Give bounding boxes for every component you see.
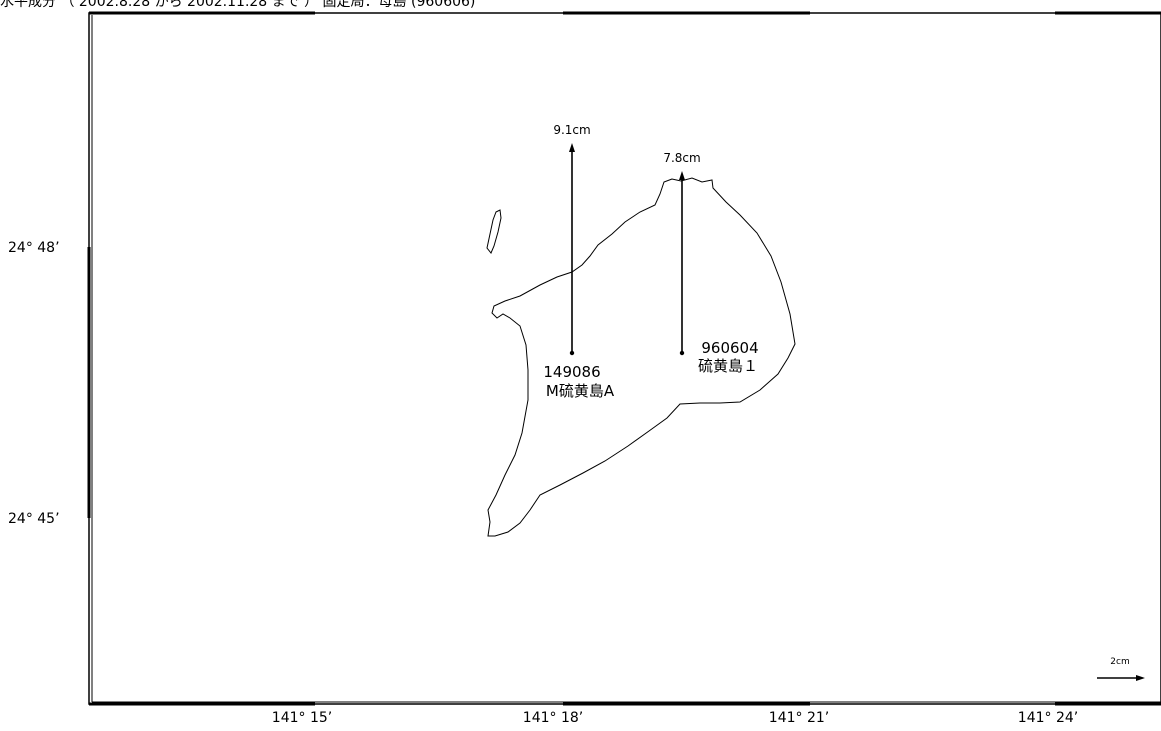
islet-outline [486, 209, 502, 254]
scale-label: 2cm [1110, 657, 1129, 667]
station-name-960604: 硫黄島１ [698, 357, 758, 375]
lat-label-24-45: 24° 45’ [8, 511, 60, 527]
vector-label-960604: 7.8cm [663, 151, 700, 165]
lon-label-141-15: 141° 15’ [272, 710, 332, 726]
lon-label-141-24: 141° 24’ [1018, 710, 1078, 726]
station-id-960604: 960604 [701, 339, 758, 357]
lon-label-141-18: 141° 18’ [523, 710, 583, 726]
vector-arrowhead [679, 171, 685, 180]
lon-label-141-21: 141° 21’ [769, 710, 829, 726]
station-id-149086: 149086 [543, 363, 600, 381]
map-frame [88, 12, 1161, 705]
vector-label-149086: 9.1cm [553, 123, 590, 137]
island-coastline [487, 177, 796, 537]
map-caption: 水平成分 （ 2002.8.28 から 2002.11.28 まで ） 固定局：… [0, 0, 476, 10]
scale-arrow: 2cm [1097, 657, 1145, 681]
station-name-149086: M硫黄島A [546, 382, 615, 400]
station-vector-960604 [679, 171, 685, 356]
scale-arrowhead [1136, 675, 1145, 681]
station-point [569, 350, 575, 356]
station-point [679, 350, 685, 356]
station-vector-149086 [569, 143, 575, 356]
vector-arrowhead [569, 143, 575, 152]
lat-label-24-48: 24° 48’ [8, 240, 60, 256]
